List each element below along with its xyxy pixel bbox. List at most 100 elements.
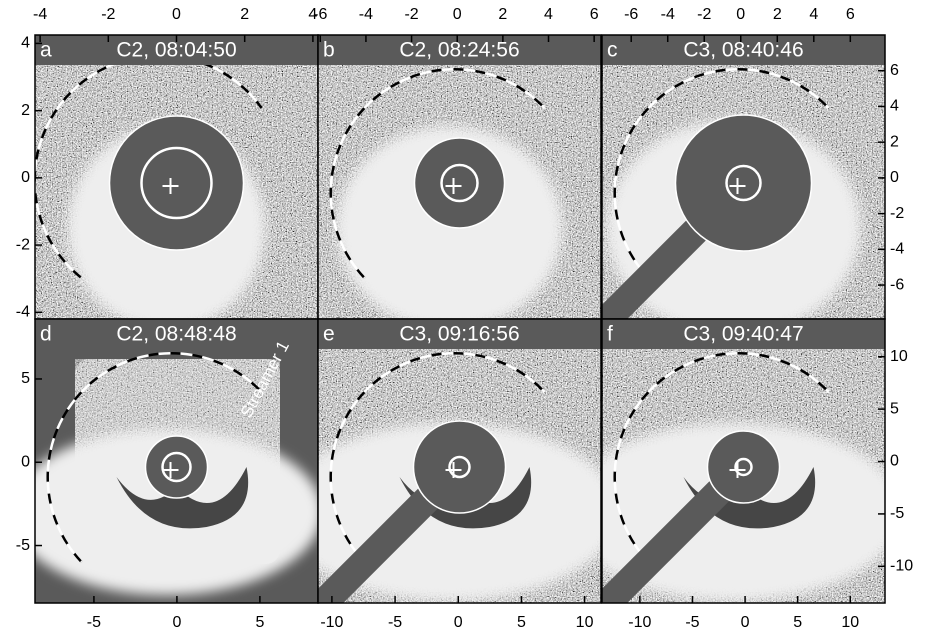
- x-tick-label: 10: [576, 614, 594, 631]
- x-tick-label: -10: [320, 614, 343, 631]
- x-tick-label: 0: [736, 6, 745, 23]
- panel-label: c: [607, 39, 618, 62]
- sun-disk: [440, 163, 479, 203]
- x-tick-label: 4: [308, 6, 317, 23]
- x-tick-label: 6: [590, 6, 599, 23]
- occulter: [144, 435, 209, 499]
- sun-disk: [448, 455, 471, 479]
- x-tick-label: 4: [809, 6, 818, 23]
- y-tick-label: -4: [890, 241, 904, 258]
- title-band: [318, 35, 601, 65]
- y-tick-label: -2: [16, 236, 30, 253]
- y-tick-label: -2: [890, 205, 904, 222]
- x-tick-label: -6: [313, 6, 327, 23]
- x-tick-label: -5: [388, 614, 402, 631]
- y-tick-label: 0: [21, 453, 30, 470]
- panel-title: C2, 08:24:56: [399, 39, 519, 62]
- dashed-arc-white: [35, 54, 263, 279]
- panel-frame: [317, 318, 602, 604]
- x-tick-label: -2: [697, 6, 711, 23]
- x-tick-label: 5: [255, 614, 264, 631]
- panel: c C3, 08:40:46 -6 -4 -2 0 2 4 6 -6 -4 -2 0 2 4 6: [601, 6, 904, 320]
- y-tick-label: 2: [21, 102, 30, 119]
- sun-disk: [140, 146, 213, 220]
- x-tick-label: -6: [624, 6, 638, 23]
- occulter: [108, 115, 245, 251]
- y-tick-label: 0: [21, 169, 30, 186]
- x-tick-label: -4: [33, 6, 47, 23]
- panel-image: [35, 35, 318, 319]
- panel-label: e: [323, 323, 335, 346]
- y-tick-label: 4: [890, 98, 899, 115]
- panel-image: [602, 35, 885, 319]
- y-tick-label: 5: [21, 370, 30, 387]
- x-tick-label: -2: [404, 6, 418, 23]
- x-tick-label: 6: [846, 6, 855, 23]
- occulter: [706, 430, 781, 504]
- x-tick-label: 0: [172, 6, 181, 23]
- panel-image: [318, 319, 601, 603]
- x-tick-label: 0: [741, 614, 750, 631]
- title-band: [318, 319, 601, 349]
- y-tick-label: 0: [890, 453, 899, 470]
- occulter: [412, 420, 507, 514]
- y-tick-label: 4: [21, 35, 30, 52]
- y-tick-label: -5: [890, 505, 904, 522]
- y-tick-label: -4: [16, 303, 30, 320]
- center-cross: [729, 178, 746, 194]
- panel-label: b: [323, 39, 335, 62]
- x-tick-label: 2: [498, 6, 507, 23]
- title-band: [602, 35, 885, 65]
- x-tick-label: 0: [453, 6, 462, 23]
- sun-disk: [725, 164, 762, 202]
- panel-title: C3, 09:16:56: [399, 323, 519, 346]
- panel-title: C2, 08:48:48: [116, 323, 236, 346]
- x-tick-label: 10: [841, 614, 859, 631]
- x-tick-label: -5: [87, 614, 101, 631]
- y-tick-label: 2: [890, 133, 899, 150]
- dashed-arc-white: [613, 351, 830, 563]
- panel-title: C2, 08:04:50: [116, 39, 236, 62]
- y-tick-label: 10: [890, 348, 908, 365]
- occulter-arm: [602, 457, 754, 603]
- x-tick-label: 5: [793, 614, 802, 631]
- y-tick-label: -6: [890, 276, 904, 293]
- sun-disk: [734, 457, 753, 477]
- x-tick-label: -2: [101, 6, 115, 23]
- sun-disk: [161, 451, 192, 483]
- x-tick-label: -10: [628, 614, 651, 631]
- y-tick-label: 0: [890, 169, 899, 186]
- y-tick-label: 6: [890, 62, 899, 79]
- y-tick-label: -10: [890, 558, 913, 575]
- panel-label: a: [40, 39, 52, 62]
- dashed-arc-black: [35, 54, 263, 279]
- x-tick-label: 0: [172, 614, 181, 631]
- x-tick-label: 2: [240, 6, 249, 23]
- x-tick-label: -4: [359, 6, 373, 23]
- dashed-arc-white: [329, 351, 546, 563]
- center-cross: [445, 178, 462, 194]
- x-tick-label: 5: [517, 614, 526, 631]
- x-tick-label: -4: [661, 6, 675, 23]
- dashed-arc-white: [329, 67, 546, 279]
- panel: b C2, 08:24:56 -6 -4 -2 0 2 4 6: [313, 6, 602, 320]
- panel-image: [602, 319, 885, 603]
- x-tick-label: 4: [544, 6, 553, 23]
- y-tick-label: 5: [890, 400, 899, 417]
- panel-image: [35, 319, 318, 603]
- panel-image: [318, 35, 601, 319]
- panel-title: C3, 08:40:46: [683, 39, 803, 62]
- y-tick-label: -5: [16, 537, 30, 554]
- center-cross: [445, 462, 462, 478]
- title-band: [602, 319, 885, 349]
- center-cross: [162, 178, 179, 194]
- panel: f C3, 09:40:47 -10 -5 0 5 10 -10 -5 0 5 10: [601, 318, 913, 631]
- x-tick-label: 2: [773, 6, 782, 23]
- center-cross: [162, 462, 179, 478]
- x-tick-label: -5: [685, 614, 699, 631]
- center-cross: [729, 462, 746, 478]
- x-tick-label: 0: [454, 614, 463, 631]
